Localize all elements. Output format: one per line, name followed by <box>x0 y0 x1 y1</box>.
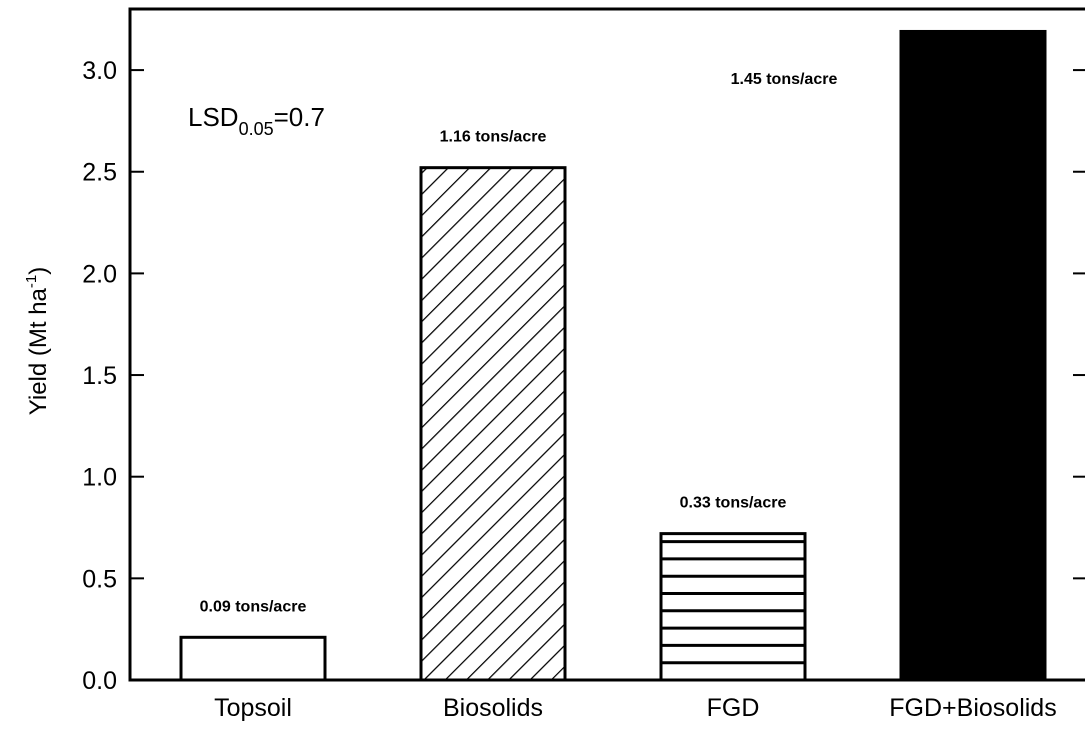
bar-labels: Topsoil 0.09 tons/acre Biosolids 1.16 tons/… <box>200 71 1057 722</box>
y-tick-label: 3.0 <box>82 57 117 85</box>
y-axis-ticks: 0.0 0.5 1.0 1.5 2.0 2.5 3.0 <box>82 57 1085 695</box>
x-category-label: Topsoil <box>214 694 292 722</box>
x-category-label: Biosolids <box>443 694 543 722</box>
bar-biosolids <box>419 166 567 682</box>
bar-value-label: 0.09 tons/acre <box>200 598 307 615</box>
bar-value-label: 0.33 tons/acre <box>680 495 787 512</box>
bar-value-label: 1.16 tons/acre <box>440 129 547 146</box>
y-tick-label: 1.5 <box>82 362 117 390</box>
bar-fgd-biosolids <box>899 29 1047 682</box>
bar-value-label: 1.45 tons/acre <box>731 71 838 88</box>
x-category-label: FGD+Biosolids <box>889 694 1056 722</box>
y-tick-label: 0.0 <box>82 667 117 695</box>
bar-topsoil <box>179 635 327 682</box>
x-category-label: FGD <box>707 694 760 722</box>
y-tick-label: 1.0 <box>82 464 117 492</box>
plot-frame <box>128 7 1085 682</box>
bar-fgd <box>659 532 807 682</box>
y-tick-label: 2.0 <box>82 260 117 288</box>
lsd-annotation: LSD0.05=0.7 <box>188 102 325 139</box>
y-tick-label: 2.5 <box>82 159 117 187</box>
y-axis-label: Yield (Mt ha-1) <box>23 267 52 416</box>
y-tick-label: 0.5 <box>82 565 117 593</box>
